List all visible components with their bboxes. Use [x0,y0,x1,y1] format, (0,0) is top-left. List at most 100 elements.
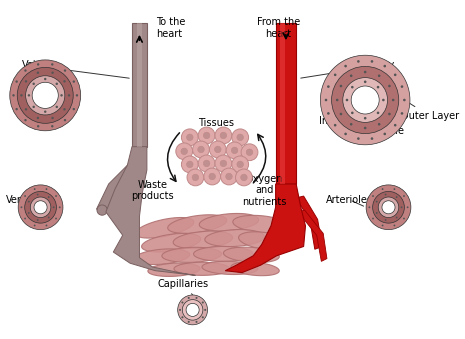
Circle shape [37,194,39,196]
Circle shape [186,303,199,316]
Polygon shape [225,184,306,273]
Circle shape [203,132,210,139]
Circle shape [396,196,398,198]
Circle shape [33,106,35,108]
Circle shape [34,224,36,226]
Polygon shape [296,196,322,249]
Circle shape [97,205,107,215]
Polygon shape [174,262,230,275]
Circle shape [220,132,226,139]
Circle shape [393,188,395,190]
Circle shape [388,113,391,115]
Circle shape [344,133,347,135]
Circle shape [48,196,50,198]
Circle shape [51,117,54,119]
Text: Artery: Artery [301,60,395,78]
Circle shape [32,82,58,108]
Circle shape [30,197,51,218]
Circle shape [350,123,352,125]
Circle shape [231,147,238,154]
Polygon shape [280,23,285,184]
Circle shape [53,206,54,208]
Polygon shape [231,262,279,276]
Circle shape [384,65,386,67]
Circle shape [37,72,39,74]
Text: Capillaries: Capillaries [158,279,209,295]
Circle shape [401,206,403,208]
Circle shape [403,99,405,101]
Circle shape [46,224,47,226]
Circle shape [215,127,232,144]
Text: Oxygen
and
nutrients: Oxygen and nutrients [242,174,286,207]
Polygon shape [162,247,221,262]
Circle shape [203,160,210,167]
Circle shape [393,224,395,226]
Circle shape [388,85,391,87]
Circle shape [246,149,253,156]
Circle shape [28,201,30,202]
Circle shape [385,194,386,196]
Circle shape [241,144,258,161]
Circle shape [15,80,18,83]
Circle shape [385,219,386,221]
Circle shape [181,148,187,155]
Circle shape [192,174,199,181]
Circle shape [178,295,207,325]
Circle shape [37,63,40,66]
Circle shape [327,112,330,115]
Polygon shape [137,23,142,147]
Circle shape [394,74,397,76]
Circle shape [188,297,190,299]
Circle shape [55,195,57,197]
Circle shape [24,218,26,219]
Polygon shape [173,231,232,249]
Circle shape [12,94,15,97]
Circle shape [59,206,60,208]
Circle shape [64,119,66,121]
Circle shape [202,316,204,318]
Circle shape [372,192,405,223]
Polygon shape [132,23,147,147]
Circle shape [51,63,53,66]
Circle shape [15,108,18,110]
Circle shape [220,160,226,167]
Circle shape [343,78,387,122]
Circle shape [350,75,352,77]
Circle shape [198,127,215,144]
Circle shape [25,192,56,223]
Circle shape [382,201,395,214]
Circle shape [202,301,204,303]
Circle shape [371,137,373,140]
Circle shape [37,125,40,127]
Circle shape [232,156,249,173]
Circle shape [195,297,198,299]
Polygon shape [298,210,327,261]
Circle shape [364,80,366,83]
Circle shape [345,99,348,101]
Circle shape [372,195,374,197]
Circle shape [186,161,193,167]
Circle shape [195,321,198,323]
Circle shape [179,309,181,311]
Circle shape [368,206,370,208]
Circle shape [339,85,342,87]
Circle shape [28,94,30,97]
Circle shape [198,155,215,172]
Circle shape [24,119,27,121]
Polygon shape [134,249,190,264]
Circle shape [357,60,360,63]
Circle shape [403,195,405,197]
Text: Venules: Venules [6,195,60,207]
Text: Tissues: Tissues [198,118,234,128]
Circle shape [176,143,193,160]
Circle shape [401,112,403,115]
Circle shape [48,217,50,218]
Circle shape [241,174,247,181]
Circle shape [209,173,215,180]
Circle shape [376,212,378,214]
Circle shape [55,218,57,219]
Circle shape [68,94,70,97]
Circle shape [63,80,66,83]
Polygon shape [205,230,265,246]
Text: Vein: Vein [22,60,129,78]
